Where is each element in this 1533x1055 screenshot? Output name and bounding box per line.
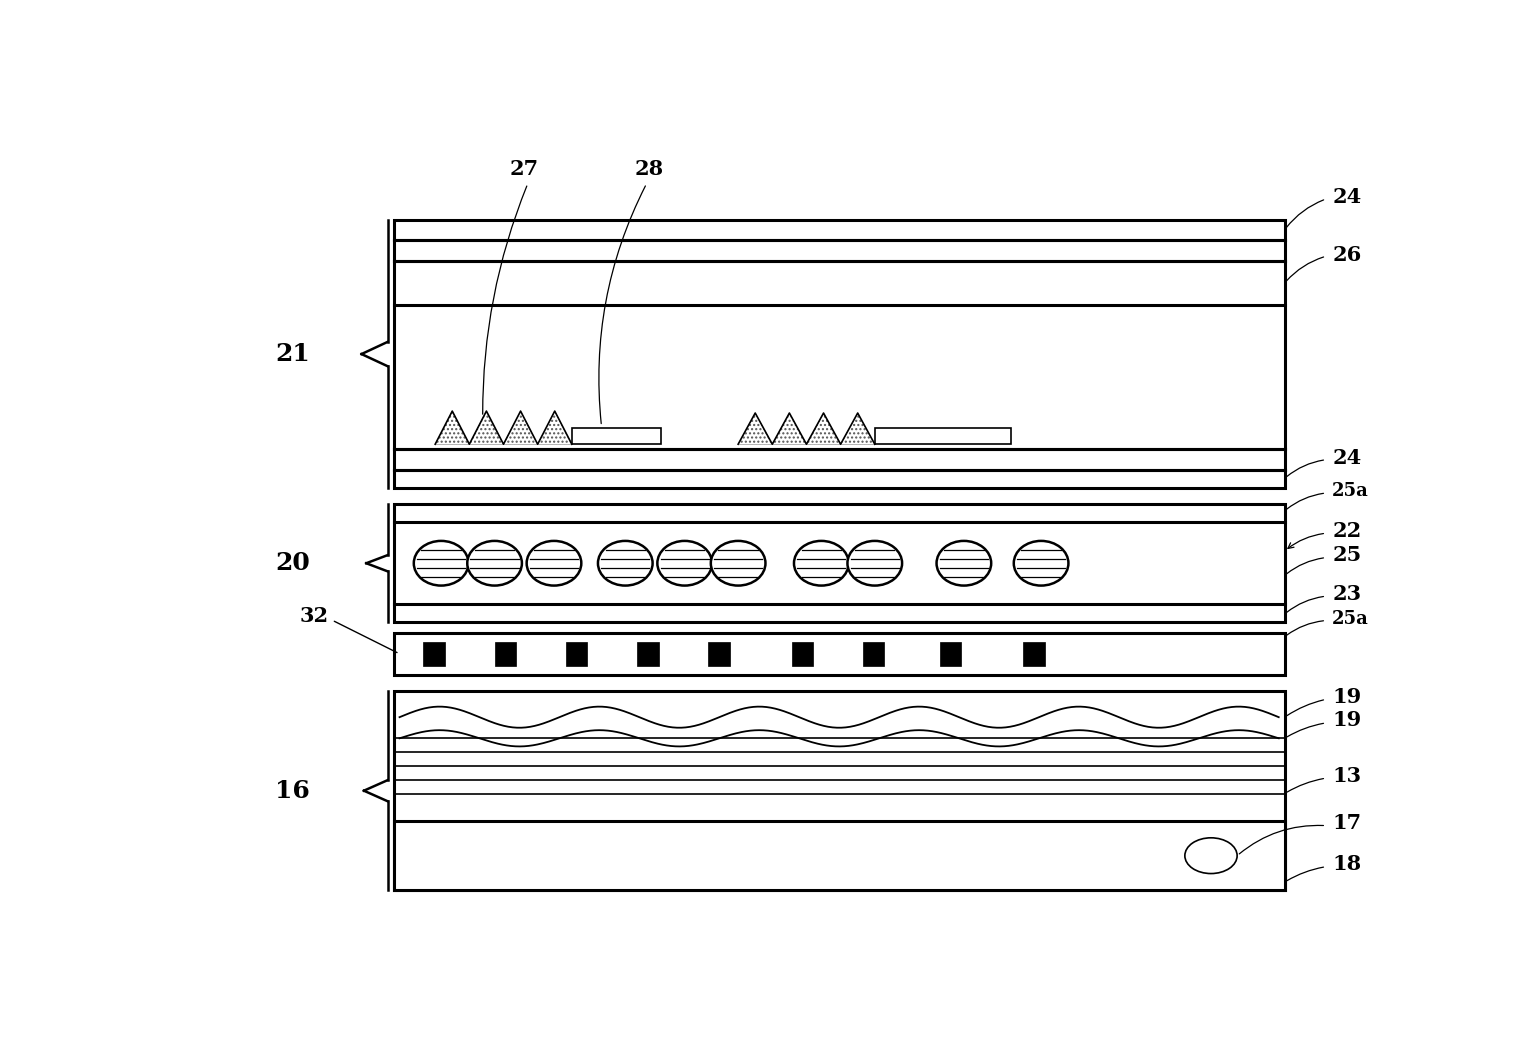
- Text: 20: 20: [276, 552, 310, 575]
- Text: 25: 25: [1332, 545, 1361, 565]
- Bar: [638, 641, 659, 666]
- Ellipse shape: [658, 541, 711, 586]
- Text: 19: 19: [1332, 710, 1361, 730]
- Text: 28: 28: [635, 159, 664, 179]
- Ellipse shape: [598, 541, 653, 586]
- Text: 18: 18: [1332, 855, 1361, 875]
- Text: 21: 21: [276, 342, 310, 366]
- Ellipse shape: [848, 541, 901, 586]
- Text: 32: 32: [299, 606, 328, 626]
- Text: 22: 22: [1332, 521, 1361, 541]
- Ellipse shape: [414, 541, 469, 586]
- Text: 25a: 25a: [1332, 481, 1369, 499]
- Text: 17: 17: [1332, 813, 1361, 833]
- Bar: [423, 641, 445, 666]
- Text: 16: 16: [276, 779, 310, 803]
- Bar: [940, 641, 961, 666]
- Ellipse shape: [468, 541, 521, 586]
- Bar: [394, 691, 1285, 890]
- Ellipse shape: [711, 541, 765, 586]
- Bar: [394, 220, 1285, 488]
- Bar: [566, 641, 587, 666]
- Text: 26: 26: [1332, 245, 1361, 265]
- Bar: [394, 504, 1285, 622]
- Bar: [1024, 641, 1044, 666]
- Ellipse shape: [1013, 541, 1069, 586]
- Text: 19: 19: [1332, 687, 1361, 707]
- Bar: [394, 241, 1285, 261]
- Ellipse shape: [937, 541, 992, 586]
- Bar: [394, 449, 1285, 471]
- Bar: [708, 641, 730, 666]
- Polygon shape: [739, 414, 875, 444]
- Text: 24: 24: [1332, 448, 1361, 468]
- Bar: [791, 641, 812, 666]
- Text: 24: 24: [1332, 188, 1361, 207]
- Polygon shape: [435, 411, 572, 444]
- Text: 25a: 25a: [1332, 610, 1369, 628]
- Bar: [495, 641, 517, 666]
- Bar: [863, 641, 885, 666]
- Ellipse shape: [794, 541, 849, 586]
- Text: 23: 23: [1332, 583, 1361, 603]
- Text: 27: 27: [510, 159, 538, 179]
- Text: 13: 13: [1332, 766, 1361, 786]
- Bar: [394, 633, 1285, 675]
- Bar: [875, 428, 1012, 444]
- Bar: [394, 821, 1285, 890]
- Ellipse shape: [527, 541, 581, 586]
- Bar: [572, 428, 661, 444]
